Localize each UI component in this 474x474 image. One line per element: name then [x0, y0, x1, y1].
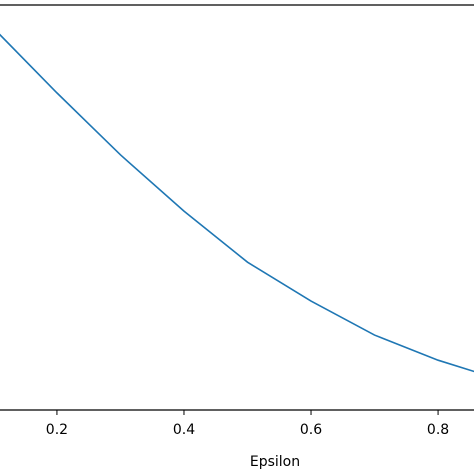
x-tick-label: 0.6: [300, 422, 322, 438]
x-tick-label: 0.2: [46, 422, 68, 438]
x-tick-label: 0.8: [427, 422, 449, 438]
data-line: [0, 33, 474, 373]
x-tick-label: 0.4: [173, 422, 195, 438]
plot-area: [0, 33, 474, 373]
x-axis-label: Epsilon: [250, 454, 300, 470]
